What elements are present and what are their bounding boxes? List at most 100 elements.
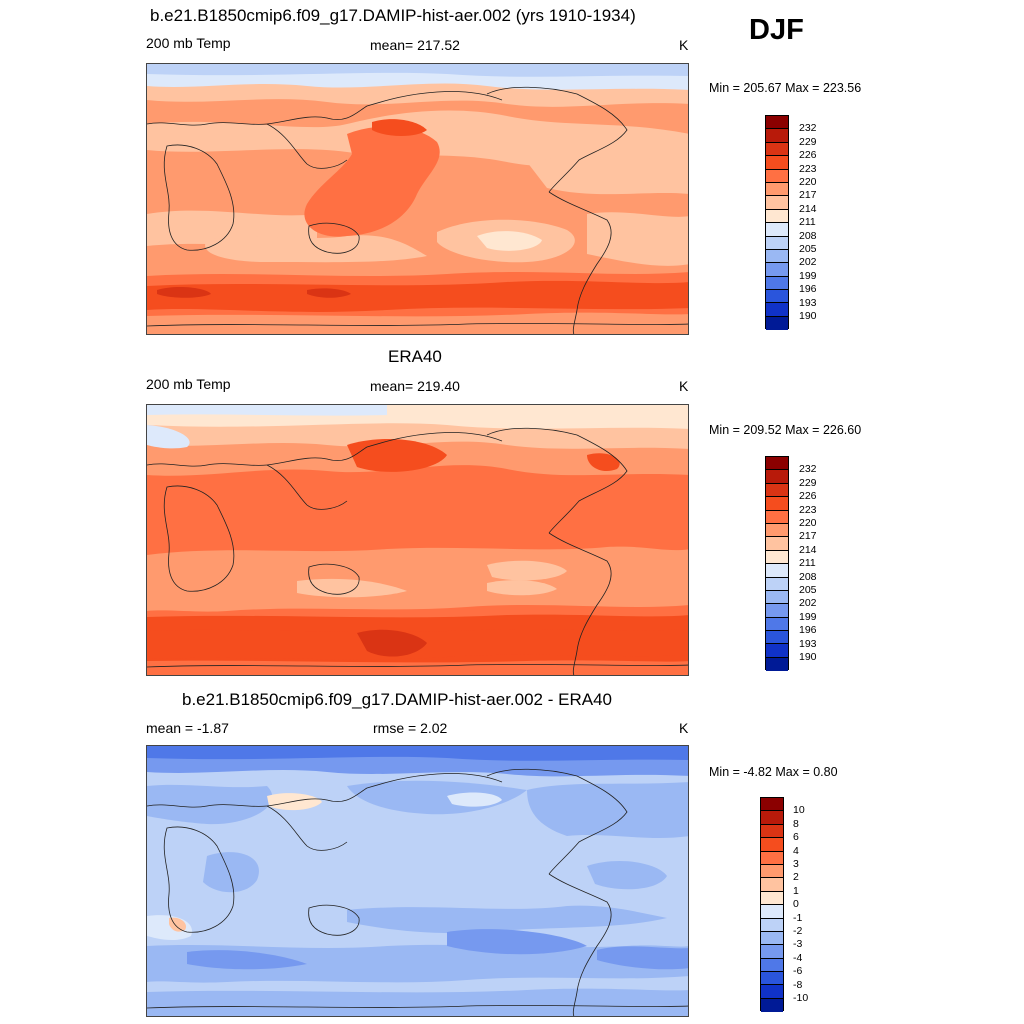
panel2-colorbar-swatch <box>766 470 788 484</box>
panel2-colorbar-swatch <box>766 564 788 578</box>
panel3-colorbar-label: 6 <box>793 831 799 844</box>
panel3-colorbar-swatch <box>761 838 783 852</box>
panel2-colorbar-swatch <box>766 483 788 498</box>
panel2-colorbar-swatch <box>766 644 788 658</box>
panel1-mean-label: mean= 217.52 <box>370 37 460 53</box>
panel1-colorbar-label: 223 <box>799 162 817 175</box>
panel3-colorbar-label: -6 <box>793 965 803 978</box>
panel3-colorbar-swatch <box>761 972 783 986</box>
panel3-colorbar-label: 2 <box>793 871 799 884</box>
panel1-colorbar-swatch <box>766 156 788 170</box>
panel1-colorbar-swatch <box>766 196 788 210</box>
panel3-colorbar-label: 10 <box>793 804 805 817</box>
panel2-colorbar-swatch <box>766 617 788 632</box>
panel3-colorbar-swatch <box>761 891 783 906</box>
panel1-coastlines <box>147 86 688 334</box>
panel1-units-label: K <box>679 37 689 53</box>
panel1-colorbar-swatch <box>766 316 788 331</box>
panel2-colorbar-label: 193 <box>799 637 817 650</box>
panel3-colorbar-label: 0 <box>793 898 799 911</box>
panel2-variable-label: 200 mb Temp <box>146 376 231 392</box>
panel1-colorbar <box>765 115 789 331</box>
panel2-colorbar-label: 217 <box>799 530 817 543</box>
panel1-colorbar-label: 214 <box>799 202 817 215</box>
panel1-colorbar-label: 217 <box>799 189 817 202</box>
panel1-colorbar-label: 190 <box>799 310 817 322</box>
panel2-minmax: Min = 209.52 Max = 226.60 <box>709 423 862 437</box>
panel1-colorbar-swatch <box>766 116 788 130</box>
panel3-colorbar-swatch <box>761 864 783 879</box>
panel2-colorbar <box>765 456 789 672</box>
panel3-colorbar-label: -1 <box>793 911 803 924</box>
panel3-colorbar-swatch <box>761 998 783 1013</box>
panel3-coastlines <box>147 768 688 1016</box>
panel1-map-svg <box>147 64 688 334</box>
panel2-colorbar-label: 223 <box>799 503 817 516</box>
panel3-units-label: K <box>679 720 689 736</box>
panel3-colorbar-label: -4 <box>793 951 803 964</box>
panel2-colorbar-label: 214 <box>799 543 817 556</box>
panel3-title: b.e21.B1850cmip6.f09_g17.DAMIP-hist-aer.… <box>182 690 612 709</box>
panel3-colorbar-label: -10 <box>793 992 809 1004</box>
panel1-colorbar-swatch <box>766 276 788 291</box>
panel1-colorbar-label: 205 <box>799 243 817 255</box>
panel3-colorbar-swatch <box>761 851 783 865</box>
panel2-colorbar-swatch <box>766 457 788 471</box>
panel3-colorbar-label: 1 <box>793 884 799 897</box>
panel3-colorbar-swatch <box>761 878 783 892</box>
panel3-colorbar-swatch <box>761 798 783 812</box>
panel1-colorbar-swatch <box>766 182 788 197</box>
panel3-mean-label: mean = -1.87 <box>146 720 229 736</box>
panel2-coastlines <box>147 427 688 675</box>
panel2-colorbar-swatch <box>766 657 788 672</box>
panel3-colorbar-label: 4 <box>793 844 799 857</box>
panel2-colorbar-label: 232 <box>799 463 817 476</box>
panel1-map <box>146 63 689 335</box>
panel2-colorbar-label: 205 <box>799 584 817 596</box>
panel1-colorbar-label: 202 <box>799 256 817 269</box>
panel2-colorbar-swatch <box>766 523 788 538</box>
panel2-colorbar-swatch <box>766 510 788 524</box>
panel1-colorbar-label: 193 <box>799 296 817 309</box>
panel3-minmax: Min = -4.82 Max = 0.80 <box>709 765 838 779</box>
panel1-colorbar-swatch <box>766 169 788 183</box>
panel3-colorbar-label: -3 <box>793 938 803 951</box>
panel1-variable-label: 200 mb Temp <box>146 35 231 51</box>
panel2-colorbar-label: 211 <box>799 557 816 570</box>
panel2-colorbar-label: 190 <box>799 651 817 663</box>
panel3-colorbar <box>760 797 784 1013</box>
panel3-rmse-label: rmse = 2.02 <box>373 720 448 736</box>
panel1-colorbar-swatch <box>766 142 788 157</box>
panel3-colorbar-label: -2 <box>793 925 803 937</box>
panel3-colorbar-swatch <box>761 931 783 946</box>
panel1-colorbar-swatch <box>766 290 788 304</box>
panel2-title: ERA40 <box>388 347 442 366</box>
panel2-colorbar-swatch <box>766 550 788 565</box>
panel3-colorbar-swatch <box>761 985 783 999</box>
panel3-colorbar-swatch <box>761 905 783 919</box>
panel2-colorbar-swatch <box>766 537 788 551</box>
panel2-colorbar-label: 229 <box>799 476 817 489</box>
panel3-colorbar-label: 3 <box>793 858 799 870</box>
panel2-map-svg <box>147 405 688 675</box>
panel1-colorbar-label: 229 <box>799 135 817 148</box>
panel1-colorbar-label: 232 <box>799 122 817 135</box>
panel2-colorbar-swatch <box>766 497 788 511</box>
panel2-map <box>146 404 689 676</box>
panel1-colorbar-swatch <box>766 209 788 224</box>
panel3-colorbar-swatch <box>761 811 783 825</box>
panel1-colorbar-swatch <box>766 223 788 237</box>
panel3-map <box>146 745 689 1017</box>
panel1-colorbar-swatch <box>766 249 788 264</box>
panel2-colorbar-label: 226 <box>799 490 817 503</box>
panel1-colorbar-label: 220 <box>799 176 817 188</box>
panel2-colorbar-label: 220 <box>799 517 817 529</box>
panel3-colorbar-label: -8 <box>793 978 803 991</box>
panel1-colorbar-label: 226 <box>799 149 817 162</box>
panel1-title: b.e21.B1850cmip6.f09_g17.DAMIP-hist-aer.… <box>150 6 636 25</box>
panel3-colorbar-swatch <box>761 918 783 932</box>
panel3-colorbar-swatch <box>761 945 783 959</box>
panel2-colorbar-swatch <box>766 577 788 591</box>
panel3-colorbar-label: 8 <box>793 817 799 830</box>
panel1-colorbar-label: 208 <box>799 229 817 242</box>
